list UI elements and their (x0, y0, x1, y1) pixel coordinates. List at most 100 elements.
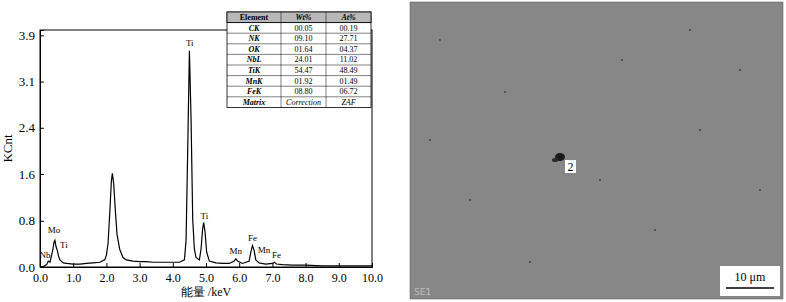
table-cell: 08.80 (295, 87, 313, 96)
figure: 0.0 1.0 2.0 3.0 4.0 5.0 6.0 7.0 8.0 9.0 10.0 0.0 0.8… (0, 0, 786, 302)
x-tick: 3.0 (133, 263, 148, 285)
scale-bar-box (720, 266, 780, 296)
image-speck (429, 139, 431, 141)
table-header: At% (340, 13, 356, 22)
table-cell: Correction (286, 98, 321, 107)
peak-label: Fe (272, 250, 281, 260)
peak-label: Mn (230, 246, 243, 256)
inclusion (552, 158, 558, 162)
x-tick: 1.0 (66, 263, 81, 285)
peak-label: Mo (48, 225, 61, 235)
peak-label: Ti (186, 38, 194, 48)
detector-label: SE1 (414, 287, 431, 297)
image-speck (621, 59, 623, 61)
table-cell: TiK (248, 66, 261, 75)
image-speck (654, 229, 656, 231)
y-tick: 3.9 (19, 28, 44, 43)
image-speck (469, 199, 471, 201)
x-tick: 7.0 (265, 263, 280, 285)
image-speck (599, 179, 601, 181)
table-cell: 27.71 (340, 34, 358, 43)
y-tick-mark (40, 174, 44, 175)
image-speck (689, 29, 691, 31)
x-tick-mark (372, 263, 373, 267)
peak-label: Ti (60, 240, 68, 250)
y-tick-mark (40, 128, 44, 129)
y-axis-line (41, 31, 45, 268)
x-tick-label: 2.0 (99, 271, 114, 285)
y-axis: 0.00.81.62.43.13.9 (19, 28, 44, 275)
table-cell: Matrix (242, 98, 266, 107)
table-cell: MnK (245, 77, 264, 86)
table-cell: 04.37 (340, 45, 358, 54)
table-cell: FeK (246, 87, 262, 96)
table-cell: CK (249, 24, 260, 33)
x-tick: 6.0 (232, 263, 247, 285)
marker-box (565, 160, 576, 173)
table-cell: 54.47 (295, 66, 313, 75)
y-tick-label: 3.9 (19, 28, 35, 43)
x-tick-label: 5.0 (199, 271, 214, 285)
y-tick-label: 0.8 (19, 213, 35, 228)
table-frame (227, 12, 371, 107)
x-tick: 2.0 (99, 263, 114, 285)
x-tick-mark (173, 263, 174, 267)
peak-label: Fe (248, 233, 257, 243)
table-cell: NK (247, 34, 260, 43)
y-tick-label: 2.4 (19, 120, 36, 135)
y-tick: 0.0 (19, 260, 44, 275)
table-cell: NbL (246, 55, 262, 64)
table-cell: ZAF (341, 98, 355, 107)
x-tick-mark (239, 263, 240, 267)
y-axis-title: KCnt (0, 134, 15, 163)
image-speck (439, 39, 441, 41)
table-header-bg (227, 12, 371, 23)
x-tick-label: 3.0 (133, 271, 148, 285)
table-cell: 48.49 (340, 66, 358, 75)
x-tick-label: 9.0 (332, 271, 347, 285)
x-tick-mark (106, 263, 107, 267)
y-tick-label: 0.0 (19, 260, 35, 275)
table-cell: 00.05 (295, 24, 313, 33)
y-tick: 1.6 (19, 167, 44, 182)
y-tick-mark (40, 267, 44, 268)
y-tick-mark (40, 221, 44, 222)
scale-bar (726, 287, 774, 289)
y-tick-label: 1.6 (19, 167, 36, 182)
x-tick: 5.0 (199, 263, 214, 285)
table-cell: 01.49 (340, 77, 358, 86)
y-tick: 0.8 (19, 213, 44, 228)
table-cell: 09.10 (295, 34, 313, 43)
x-axis-title: 能量 /keV (181, 285, 232, 299)
x-tick-label: 4.0 (166, 271, 181, 285)
table-header: Wt% (296, 13, 312, 22)
image-speck (529, 261, 531, 263)
peak-label: Mn (258, 245, 271, 255)
table-rule (326, 12, 327, 107)
x-tick: 4.0 (166, 263, 181, 285)
x-tick-mark (140, 263, 141, 267)
table-cell: OK (248, 45, 260, 54)
table-cell: 24.01 (295, 55, 313, 64)
x-tick-label: 10.0 (362, 271, 383, 285)
table-cell: 01.92 (295, 77, 313, 86)
table-cell: 06.72 (340, 87, 358, 96)
image-speck (739, 69, 741, 71)
x-tick: 8.0 (299, 263, 314, 285)
x-tick-label: 7.0 (265, 271, 280, 285)
image-speck (759, 189, 761, 191)
image-background (410, 2, 783, 299)
table-cell: 11.02 (340, 55, 358, 64)
y-tick-mark (40, 82, 44, 83)
peak-label: Nb (39, 250, 50, 260)
table-cell: 01.64 (295, 45, 313, 54)
x-tick-mark (206, 263, 207, 267)
composition-table: ElementWt%At%CK00.0500.19NK09.1027.71OK0… (227, 12, 371, 107)
peak-label: Ti (200, 211, 208, 221)
table-cell: 00.19 (340, 24, 358, 33)
x-tick-label: 0.0 (33, 271, 48, 285)
marker-label: 2 (568, 160, 574, 174)
x-tick-label: 1.0 (66, 271, 81, 285)
image-speck (504, 91, 506, 93)
y-tick-mark (40, 35, 44, 36)
